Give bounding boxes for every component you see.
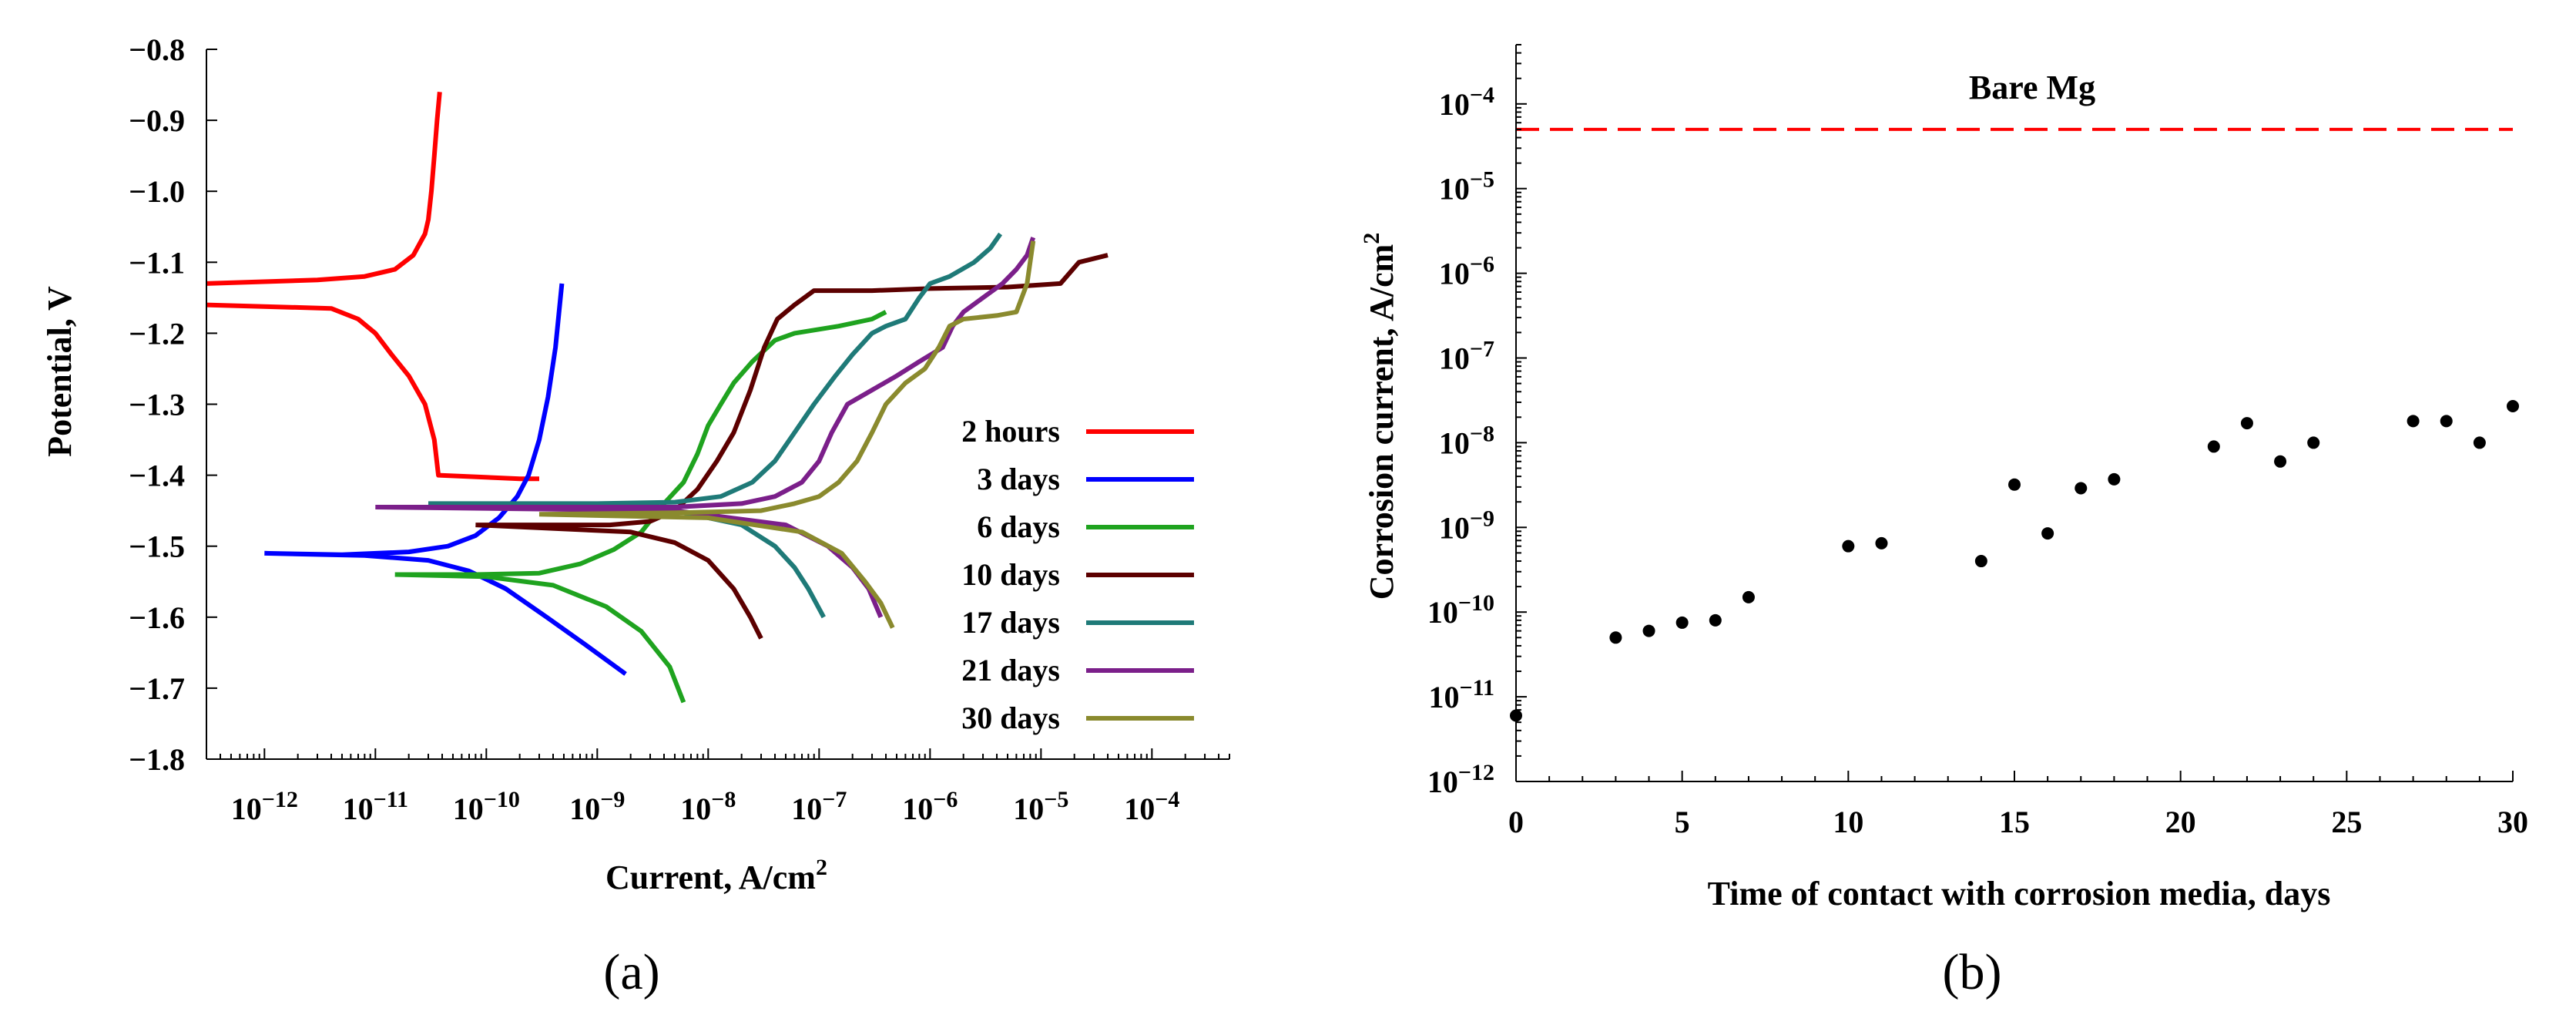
a-x-ticks: 10−12 10−11 10−10 10−9 10−8 10−7 10−6 10−5 10−4: [206, 748, 1230, 826]
b-data-point: [2307, 436, 2320, 449]
b-data-point: [2507, 400, 2519, 413]
b-x-tick-label: 25: [2331, 805, 2362, 839]
panel-a-chart: −0.8 −0.9 −1.0 −1.1 −1.2 −1.3 −1.4 −1.5 −1.6 −1.7…: [41, 32, 1230, 1000]
b-x-tick-label: 10: [1833, 805, 1863, 839]
b-data-point: [1742, 590, 1755, 603]
a-y-tick-label: −0.8: [129, 32, 185, 67]
b-data-point: [2407, 415, 2420, 428]
b-y-tick-label: 10−8: [1439, 421, 1494, 460]
b-y-tick-label: 10−5: [1439, 167, 1494, 207]
b-y-tick-label: 10−11: [1429, 675, 1494, 714]
a-legend-label: 3 days: [977, 462, 1060, 496]
a-legend-label: 21 days: [961, 653, 1060, 687]
a-legend: 2 hours 3 days 6 days 10 days 17 days 21 days…: [961, 414, 1194, 735]
a-y-ticks: −0.8 −0.9 −1.0 −1.1 −1.2 −1.3 −1.4 −1.5 −1.6 −1.7…: [129, 32, 217, 777]
a-x-axis-title-sup: 2: [816, 855, 827, 880]
b-x-tick-label: 5: [1675, 805, 1690, 839]
b-x-tick-label: 15: [1999, 805, 2030, 839]
b-y-tick-label: 10−10: [1427, 590, 1494, 630]
a-x-tick-label: 10−6: [902, 787, 958, 826]
b-x-tick-label: 20: [2165, 805, 2196, 839]
a-x-tick-label: 10−4: [1124, 787, 1179, 826]
a-y-tick-label: −1.7: [129, 671, 185, 706]
panel-b-chart: Bare Mg 10−1210−1110−1010−910−810−710−61…: [1359, 44, 2528, 1000]
a-series-curve-3-days: [264, 283, 627, 676]
a-x-tick-label: 10−12: [231, 787, 298, 826]
b-y-ticks: 10−12 10−11 10−10 10−9 10−8 10−7 10−6 10−5 10−4: [1427, 44, 1527, 799]
a-y-tick-label: −0.9: [129, 103, 185, 138]
b-data-point: [2440, 415, 2453, 428]
b-data-point: [2075, 482, 2088, 495]
a-y-axis-title: Potential, V: [41, 286, 79, 457]
b-y-tick-label: 10−7: [1439, 337, 1494, 376]
a-x-tick-label: 10−8: [680, 787, 736, 826]
b-data-point: [1642, 624, 1655, 637]
a-y-tick-label: −1.0: [129, 174, 185, 209]
a-legend-label: 30 days: [961, 701, 1060, 735]
a-x-tick-label: 10−10: [453, 787, 520, 826]
a-x-tick-label: 10−11: [343, 787, 408, 826]
b-data-point: [2274, 455, 2287, 468]
a-series-curve-6-days: [394, 310, 887, 704]
b-data-point: [2108, 472, 2121, 486]
a-x-tick-label: 10−7: [791, 787, 847, 826]
b-data-point: [2008, 478, 2021, 491]
b-data-point: [2207, 440, 2220, 453]
a-series-curve-2-hours: [206, 92, 539, 482]
b-reference-line-label: Bare Mg: [1969, 69, 2095, 106]
a-x-axis-title: Current, A/cm2: [605, 855, 827, 896]
a-y-tick-label: −1.3: [129, 388, 185, 422]
b-y-tick-label: 10−6: [1439, 252, 1494, 291]
a-x-tick-label: 10−9: [569, 787, 625, 826]
b-x-ticks: 0 5 10 15 20 25 30: [1508, 771, 2528, 839]
a-y-tick-label: −1.5: [129, 529, 185, 564]
b-data-point: [1974, 555, 1987, 568]
b-y-tick-label: 10−4: [1439, 82, 1494, 122]
b-panel-label: (b): [1943, 944, 2002, 1000]
b-points: [1510, 400, 2519, 722]
a-legend-label: 17 days: [961, 605, 1060, 640]
a-y-tick-label: −1.1: [129, 245, 185, 280]
a-y-tick-label: −1.2: [129, 316, 185, 351]
b-data-point: [2473, 436, 2486, 449]
b-data-point: [2240, 417, 2253, 430]
b-y-tick-label: 10−9: [1439, 506, 1494, 545]
b-data-point: [1609, 631, 1622, 644]
b-y-tick-label: 10−12: [1427, 760, 1494, 799]
b-data-point: [1709, 613, 1722, 627]
b-y-axis-title-sup: 2: [1359, 233, 1384, 244]
a-legend-label: 2 hours: [961, 414, 1060, 449]
a-legend-label: 10 days: [961, 557, 1060, 592]
a-legend-label: 6 days: [977, 509, 1060, 544]
a-y-tick-label: −1.4: [129, 459, 185, 493]
a-curves: [206, 92, 1109, 704]
b-data-point: [1842, 539, 1855, 553]
a-panel-label: (a): [603, 944, 659, 1000]
b-data-point: [1675, 616, 1689, 629]
b-data-point: [1875, 536, 1888, 550]
b-x-tick-label: 0: [1508, 805, 1524, 839]
a-y-tick-label: −1.6: [129, 600, 185, 635]
a-x-tick-label: 10−5: [1013, 787, 1068, 826]
b-data-point: [2041, 527, 2054, 540]
b-x-tick-label: 30: [2497, 805, 2528, 839]
b-y-axis-title: Corrosion current, A/cm2: [1359, 233, 1400, 600]
b-x-axis-title: Time of contact with corrosion media, da…: [1708, 875, 2331, 912]
a-series-curve-30-days: [538, 240, 1036, 629]
a-y-tick-label: −1.8: [129, 742, 185, 777]
